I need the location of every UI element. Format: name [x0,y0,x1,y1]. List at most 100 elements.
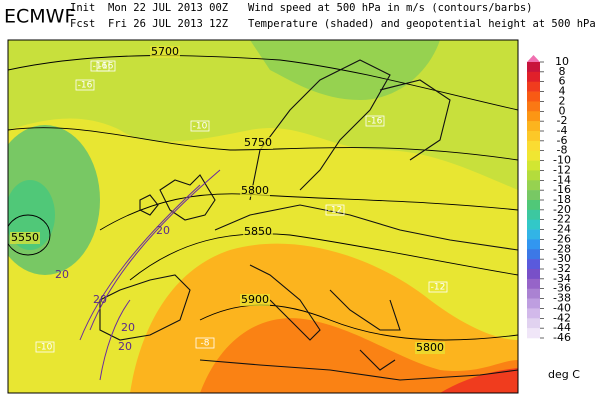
colorbar-tick-label: -12 [553,163,571,176]
colorbar-swatch [527,239,540,250]
colorbar-unit: deg C [548,368,580,381]
colorbar-swatch [527,298,540,309]
temperature-label-box [190,120,210,132]
colorbar-tick-label: -16 [553,183,571,196]
height-label: 5850 [244,225,272,238]
wind-label: 20 [156,224,170,237]
colorbar-tick-label: -44 [553,321,571,334]
temperature-label: -16 [93,62,108,72]
colorbar-swatch [527,219,540,230]
temperature-label: -16 [99,62,114,72]
temperature-label-box [325,204,345,216]
colorbar-swatch [527,249,540,260]
init-label: Init [70,2,95,14]
colorbar-tick-label: -8 [557,144,568,157]
wind-label: 20 [121,321,135,334]
colorbar-swatch [527,91,540,102]
colorbar-tick-label: -38 [553,292,571,305]
colorbar-tick-label: -36 [553,282,571,295]
colorbar-tick-label: -26 [553,232,571,245]
height-label-bg [240,185,270,197]
height-label-bg [240,294,270,306]
colorbar-tick-label: -24 [553,223,571,236]
colorbar-swatch [527,121,540,132]
fcst-label: Fcst [70,18,95,30]
colorbar-swatch [527,209,540,221]
colorbar-swatch [527,229,540,240]
height-label: 5900 [241,293,269,306]
wind-contours [79,169,221,381]
colorbar-swatch [527,71,540,83]
wind-label: 20 [118,340,132,353]
height-label: 5800 [416,341,444,354]
temperature-label-box [96,60,116,72]
colorbar-swatch [527,131,540,142]
height-label-bg [415,342,445,354]
colorbar-tick-label: -34 [553,272,571,285]
colorbar-swatch [527,318,540,329]
temperature-label-box [365,115,385,127]
height-label-bg [10,232,40,244]
colorbar-swatch [527,111,540,122]
temperature-label: -10 [38,343,53,353]
height-label-bg [243,226,273,238]
colorbar-swatch [527,81,540,92]
colorbar-tick-label: -10 [553,154,571,167]
height-contours [8,55,518,341]
logo: ECMWF [4,6,75,28]
colorbar-swatch [527,288,540,299]
height-label: 5800 [241,184,269,197]
colorbar-swatch [527,150,540,161]
fcst-desc: Temperature (shaded) and geopotential he… [248,18,600,30]
coastlines [99,59,518,381]
temperature-label-box [428,281,448,293]
init-desc: Wind speed at 500 hPa in m/s (contours/b… [248,2,532,14]
fcst-date: Fri 26 JUL 2013 12Z [108,18,228,30]
colorbar-tick-label: 6 [559,75,566,88]
colorbar-tick-label: 2 [559,94,566,107]
colorbar-tick-label: -14 [553,173,571,186]
temperature-label-box [35,341,55,353]
colorbar-swatch [527,180,540,191]
colorbar-tick-label: -46 [553,331,571,344]
colorbar-tick-label: -20 [553,203,571,216]
colorbar-swatch [527,200,540,211]
colorbar-swatch [527,278,540,290]
temperature-label: -10 [193,122,208,132]
colorbar-tick-label: 4 [559,85,566,98]
wind-label: 20 [93,293,107,306]
colorbar-tick-label: 8 [559,65,566,78]
colorbar-tick-label: 0 [559,104,566,117]
colorbar-swatch [527,328,540,339]
colorbar-tick-label: -4 [557,124,568,137]
temperature-label: -16 [78,81,93,91]
colorbar-swatch [527,259,540,270]
map-field [8,40,518,393]
colorbar-tick-label: -32 [553,262,571,275]
colorbar-swatch [527,308,540,319]
map-frame [7,39,519,394]
colorbar-tick-label: -2 [557,114,568,127]
colorbar-tick-label: -18 [553,193,571,206]
temperature-label: -16 [368,117,383,127]
temperature-label: -8 [201,339,210,349]
colorbar-swatch [527,62,540,73]
height-label: 5700 [151,45,179,58]
colorbar-tick-label: -42 [553,311,571,324]
colorbar-tick-label: -40 [553,301,571,314]
field-hottest [440,368,518,393]
colorbar-tick-label: -6 [557,134,568,147]
height-label-bg [150,46,180,58]
temperature-label: -12 [328,206,343,216]
field-hot [200,318,518,393]
height-label: 5750 [244,136,272,149]
colorbar-tick-label: -30 [553,252,571,265]
temperature-label: -12 [431,283,446,293]
colorbar-tick-label: 10 [555,55,569,68]
colorbar-swatch [527,269,540,280]
colorbar-arrow [527,55,540,62]
colorbar-swatch [527,190,540,201]
temperature-label-box [75,79,95,91]
height-label-bg [243,137,273,149]
